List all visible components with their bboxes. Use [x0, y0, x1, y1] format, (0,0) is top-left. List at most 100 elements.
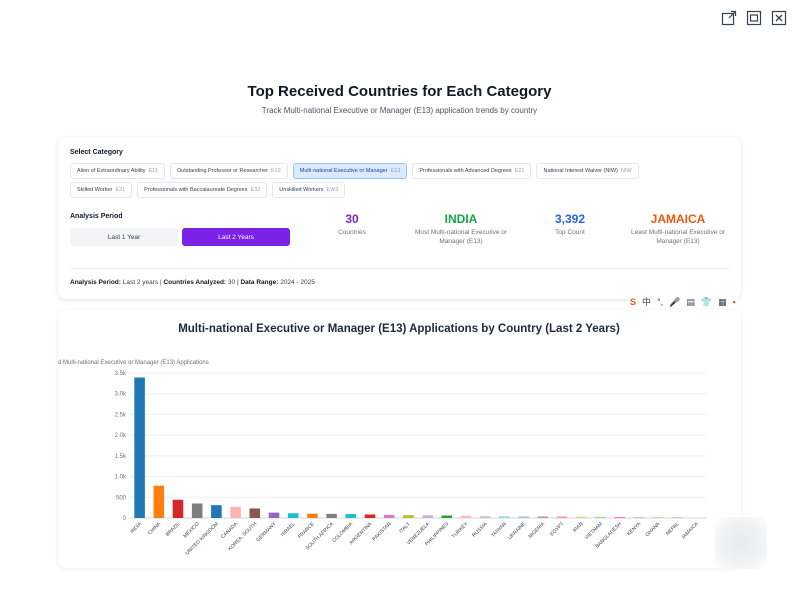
toolbar-item[interactable]: 中	[642, 297, 652, 307]
x-tick-label: GERMANY	[255, 521, 278, 544]
x-tick-label: CHINA	[147, 521, 163, 537]
open-external-icon[interactable]	[721, 10, 737, 26]
x-tick-label: MEXICO	[182, 521, 200, 539]
ime-toolbar: S 中 °, 🎤 ▤ 👕 ▦ ▪	[628, 296, 738, 308]
bar-philippines	[441, 515, 453, 518]
chip-label: Alien of Extraordinary Ability	[77, 168, 146, 174]
bar-brazil	[172, 499, 184, 518]
x-tick-label: GHANA	[645, 521, 662, 538]
chip-code: NIW	[620, 168, 632, 174]
bar-egypt	[556, 516, 568, 518]
last-2-years-button[interactable]: Last 2 Years	[182, 228, 290, 246]
page-subtitle: Track Multi-national Executive or Manage…	[261, 106, 538, 115]
bar-south-africa	[326, 513, 337, 518]
bar-colombia	[345, 514, 357, 518]
bar-ghana	[652, 517, 664, 518]
bar-nepal	[671, 517, 683, 519]
stat-top-count: 3,392 Top Count	[534, 212, 606, 238]
x-tick-label: BRAZIL	[165, 521, 182, 538]
bar-korea-south	[249, 508, 261, 518]
stat-least-value: JAMAICA	[650, 212, 706, 226]
bar-russia	[479, 516, 491, 518]
stat-least: JAMAICA Least Multi-national Executive o…	[626, 212, 730, 247]
toolbar-item[interactable]: ▤	[686, 297, 695, 307]
y-tick-label: 3.0k	[115, 392, 127, 398]
page-title: Top Received Countries for Each Category	[247, 83, 552, 100]
x-tick-label: ISRAEL	[280, 521, 297, 538]
x-tick-label: FRANCE	[297, 521, 316, 540]
bar-germany	[268, 512, 280, 518]
chip-code: E31	[115, 187, 126, 193]
stat-top-count-value: 3,392	[554, 212, 586, 226]
x-tick-label: UKRAINE	[507, 521, 527, 541]
bar-canada	[230, 506, 241, 518]
info-countries-value: 30	[227, 279, 236, 286]
bar-turkey	[460, 515, 472, 518]
bar-nigeria	[537, 516, 549, 518]
bar-chart: Multi-national Executive or Manager (E13…	[58, 323, 706, 556]
chip-label: Outstanding Professor or Researcher	[176, 168, 268, 174]
info-period-value: Last 2 years	[122, 279, 159, 286]
chip-niw[interactable]: National Interest Waiver (NIW) NIW	[536, 163, 639, 179]
analysis-period-label: Analysis Period	[70, 213, 123, 220]
y-tick-label: 0	[123, 516, 127, 522]
bar-taiwan	[499, 516, 510, 518]
chart-title: Multi-national Executive or Manager (E13…	[178, 323, 620, 335]
chip-label: Unskilled Workers	[279, 187, 324, 193]
chip-e13[interactable]: Multi-national Executive or Manager E13	[292, 163, 408, 179]
bar-ukraine	[518, 516, 529, 518]
y-tick-label: 1.5k	[115, 454, 127, 460]
bar-argentina	[364, 514, 376, 518]
chip-e21[interactable]: Professionals with Advanced Degrees E21	[412, 163, 532, 179]
y-tick-label: 3.5k	[115, 371, 127, 377]
chip-ew3[interactable]: Unskilled Workers EW3	[272, 182, 346, 198]
category-chip-row-2: Skilled Worker E31 Professionals with Bac…	[70, 182, 346, 198]
chip-code: E32	[250, 187, 261, 193]
bar-france	[307, 513, 318, 518]
last-1-year-button[interactable]: Last 1 Year	[70, 228, 178, 246]
x-tick-label: NIGERIA	[527, 521, 546, 540]
toolbar-item[interactable]: S	[630, 297, 637, 307]
chip-e32[interactable]: Professionals with Baccalaureate Degrees…	[137, 182, 268, 198]
stat-most-value: INDIA	[444, 212, 478, 226]
chip-e11[interactable]: Alien of Extraordinary Ability E11	[70, 163, 165, 179]
x-tick-label: EGYPT	[549, 521, 565, 537]
info-divider	[70, 268, 730, 269]
chip-code: E21	[514, 168, 525, 174]
x-tick-label: NEPAL	[665, 521, 681, 537]
bar-venezuela	[422, 515, 433, 518]
bar-iran	[575, 516, 587, 518]
maximize-icon[interactable]	[746, 10, 762, 26]
bar-vietnam	[595, 516, 606, 518]
toolbar-item[interactable]: ▪	[732, 297, 736, 307]
chip-label: Professionals with Baccalaureate Degrees	[144, 187, 248, 193]
y-tick-label: 2.0k	[115, 433, 127, 439]
chip-code: E11	[148, 168, 158, 174]
x-tick-label: KENYA	[626, 521, 642, 537]
chip-e31[interactable]: Skilled Worker E31	[70, 182, 133, 198]
bar-pakistan	[383, 514, 395, 518]
toolbar-item[interactable]: ▦	[718, 297, 727, 307]
x-tick-label: IRAN	[572, 521, 585, 534]
toolbar-item[interactable]: 👕	[700, 297, 713, 307]
bar-kenya	[633, 517, 645, 518]
controls-card: Select Category Alien of Extraordinary A…	[58, 137, 741, 299]
close-icon[interactable]	[771, 10, 787, 26]
chip-label: Multi-national Executive or Manager	[299, 168, 388, 174]
bar-israel	[287, 513, 299, 518]
blurred-overlay	[715, 517, 767, 569]
x-tick-label: TAIWAN	[490, 521, 508, 539]
x-tick-label: JAMAICA	[680, 521, 700, 541]
stat-most: INDIA Most Multi-national Executive or M…	[409, 212, 513, 247]
toolbar-item[interactable]: °,	[657, 297, 664, 307]
y-tick-label: 1.0k	[115, 475, 127, 481]
bar-india	[134, 377, 145, 518]
bar-china	[153, 485, 165, 518]
bar-jamaica	[691, 517, 702, 519]
chart-card	[58, 310, 741, 568]
x-tick-label: RUSSIA	[471, 521, 489, 539]
chip-e12[interactable]: Outstanding Professor or Researcher E12	[169, 163, 288, 179]
stat-least-label: Least Multi-national Executive or Manage…	[631, 229, 725, 245]
bar-bangladesh	[614, 516, 625, 518]
toolbar-item[interactable]: 🎤	[669, 297, 681, 307]
